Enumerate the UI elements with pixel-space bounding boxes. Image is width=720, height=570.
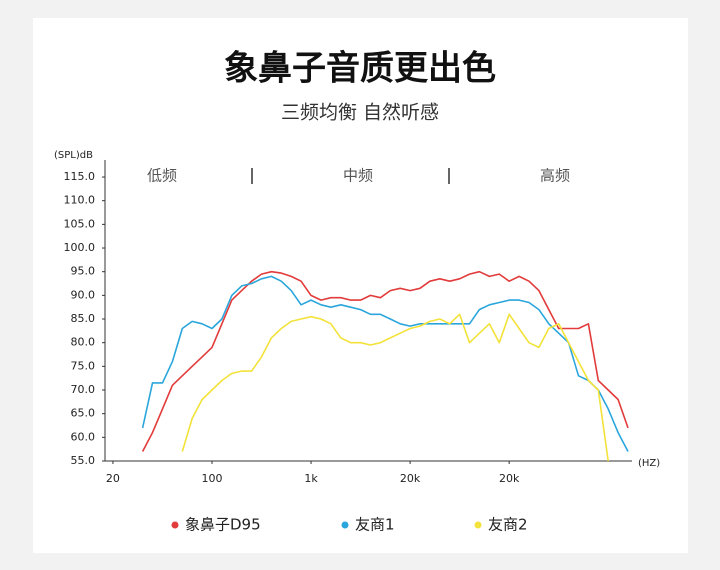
x-tick-label: 20k bbox=[499, 472, 520, 485]
series-line bbox=[141, 275, 629, 452]
legend-label: 友商1 bbox=[355, 516, 395, 534]
legend-swatch bbox=[341, 521, 349, 529]
series-line bbox=[181, 313, 609, 462]
band-label: 高频 bbox=[540, 167, 570, 185]
y-axis-label: (SPL)dB bbox=[54, 150, 93, 161]
y-tick-label: 115.0 bbox=[64, 170, 96, 183]
chart-title: 象鼻子音质更出色 bbox=[224, 49, 496, 89]
y-tick-label: 95.0 bbox=[71, 265, 96, 278]
y-tick-label: 85.0 bbox=[71, 312, 96, 325]
legend-label: 象鼻子D95 bbox=[185, 516, 261, 534]
y-tick-label: 80.0 bbox=[71, 336, 96, 349]
y-tick-label: 105.0 bbox=[64, 217, 96, 230]
legend-label: 友商2 bbox=[488, 516, 528, 534]
x-tick-label: 20k bbox=[400, 472, 421, 485]
y-tick-label: 75.0 bbox=[71, 359, 96, 372]
y-tick-label: 55.0 bbox=[71, 454, 96, 467]
x-tick-label: 20 bbox=[106, 472, 120, 485]
band-label: 中频 bbox=[343, 167, 373, 185]
chart-subtitle: 三频均衡 自然听感 bbox=[281, 102, 439, 124]
band-label: 低频 bbox=[147, 167, 177, 185]
x-axis-label: (HZ) bbox=[638, 458, 660, 469]
card bbox=[33, 18, 688, 553]
x-tick-label: 100 bbox=[201, 472, 222, 485]
x-tick-label: 1k bbox=[304, 472, 318, 485]
y-tick-label: 90.0 bbox=[71, 288, 96, 301]
legend-swatch bbox=[171, 521, 179, 529]
y-tick-label: 70.0 bbox=[71, 383, 96, 396]
y-tick-label: 60.0 bbox=[71, 430, 96, 443]
series-line bbox=[141, 270, 629, 452]
y-tick-label: 65.0 bbox=[71, 407, 96, 420]
legend-swatch bbox=[474, 521, 482, 529]
y-tick-label: 110.0 bbox=[64, 194, 96, 207]
y-tick-label: 100.0 bbox=[64, 241, 96, 254]
